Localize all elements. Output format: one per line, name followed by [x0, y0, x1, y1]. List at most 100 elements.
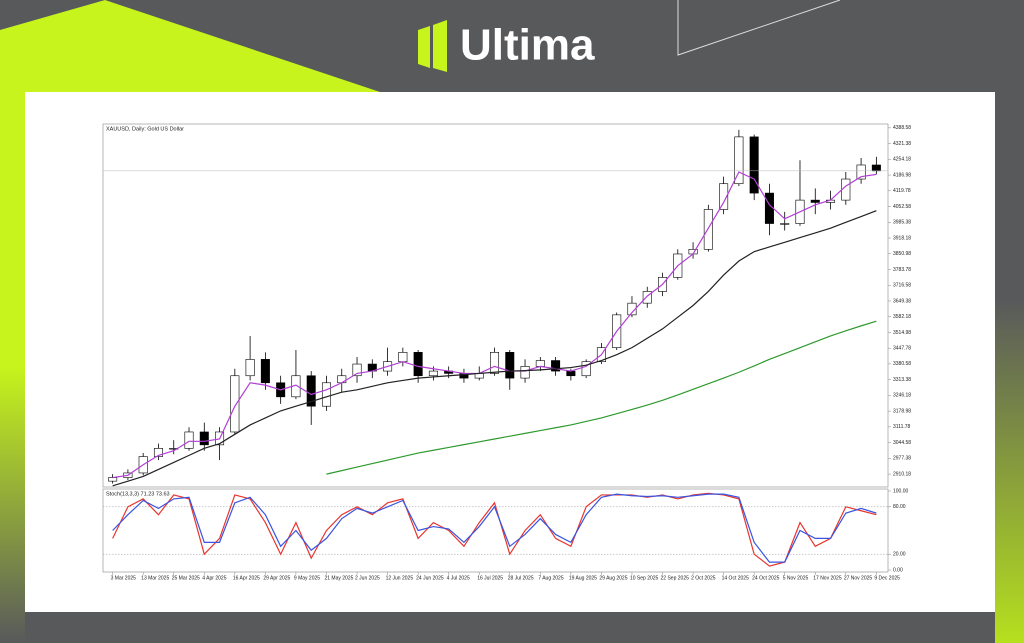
- candle-body: [260, 359, 270, 384]
- candle-body: [428, 370, 438, 377]
- y-tick-label: 3111.78: [893, 424, 911, 430]
- decor-line: [677, 0, 841, 56]
- accent: [0, 0, 380, 92]
- series-line: [112, 493, 877, 563]
- candle-body: [856, 164, 866, 180]
- x-tick-label: 10 Sep 2025: [630, 575, 659, 581]
- logo-icon: [433, 20, 447, 72]
- y-tick-label: 3850.98: [893, 251, 911, 257]
- candle-body: [489, 352, 500, 374]
- candle-body: [566, 370, 576, 377]
- y-tick-label: 4052.58: [893, 204, 911, 210]
- logo: Ultima: [418, 20, 595, 72]
- y-tick-label: 3178.98: [893, 408, 911, 414]
- y-tick-label: 3582.18: [893, 314, 911, 320]
- y-tick-label: 3985.38: [893, 220, 911, 226]
- series-line: [112, 210, 877, 487]
- y-tick-label: 3514.98: [893, 330, 911, 336]
- y-tick-label: 3044.58: [893, 440, 911, 446]
- y-tick-label: 3918.18: [893, 235, 911, 241]
- y-tick-label: 80.00: [893, 504, 906, 510]
- y-tick-label: 3716.58: [893, 283, 911, 289]
- stoch-title: Stoch(13,3,3) 71.23 73.63: [106, 491, 170, 497]
- y-tick-label: 3313.38: [893, 377, 911, 383]
- y-tick-label: 3246.18: [893, 393, 911, 399]
- series-line: [112, 492, 877, 567]
- x-tick-label: 24 Oct 2025: [752, 575, 779, 581]
- main-frame: [102, 123, 889, 488]
- x-tick-label: 2 Oct 2025: [691, 575, 716, 581]
- candle-body: [306, 375, 316, 407]
- candle-body: [871, 164, 881, 172]
- x-tick-label: 29 Aug 2025: [599, 575, 627, 581]
- candle-body: [810, 199, 820, 203]
- x-tick-label: 14 Oct 2025: [722, 575, 749, 581]
- y-tick-label: 2977.38: [893, 456, 911, 462]
- y-tick-label: 3447.78: [893, 346, 911, 352]
- candle-body: [719, 183, 729, 210]
- candle-body: [749, 136, 759, 194]
- candle-body: [520, 366, 530, 379]
- x-tick-label: 25 Mar 2025: [172, 575, 200, 581]
- y-tick-label: 3380.58: [893, 361, 911, 367]
- y-tick-label: 4119.78: [893, 188, 911, 194]
- y-tick-label: 100.00: [893, 488, 909, 494]
- series-line: [112, 171, 877, 479]
- series-line: [326, 320, 877, 475]
- candle-body: [642, 291, 652, 304]
- logo-text: Ultima: [460, 21, 595, 70]
- y-tick-label: 4186.98: [893, 172, 911, 178]
- x-tick-label: 13 Mar 2025: [141, 575, 169, 581]
- candle-body: [413, 352, 423, 377]
- x-tick-label: 16 Apr 2025: [233, 575, 260, 581]
- accent: [995, 300, 1024, 643]
- x-tick-label: 3 Mar 2025: [111, 575, 137, 581]
- x-tick-label: 21 May 2025: [324, 575, 353, 581]
- x-tick-label: 19 Aug 2025: [569, 575, 597, 581]
- x-tick-label: 5 Nov 2025: [783, 575, 809, 581]
- candle-body: [505, 352, 515, 379]
- x-tick-label: 9 Dec 2025: [874, 575, 900, 581]
- x-tick-label: 28 Jul 2025: [508, 575, 534, 581]
- candle-body: [199, 431, 209, 446]
- x-tick-label: 17 Nov 2025: [813, 575, 842, 581]
- y-tick-label: 3649.38: [893, 298, 911, 304]
- candle-body: [551, 360, 561, 372]
- x-tick-label: 12 Jun 2025: [386, 575, 414, 581]
- y-tick-label: 0.00: [893, 567, 903, 573]
- y-tick-label: 4254.18: [893, 157, 911, 163]
- y-tick-label: 3783.78: [893, 267, 911, 273]
- x-tick-label: 4 Jul 2025: [447, 575, 470, 581]
- x-tick-label: 29 Apr 2025: [263, 575, 290, 581]
- accent: [0, 0, 105, 30]
- candle-body: [245, 359, 255, 377]
- candle-body: [352, 363, 362, 377]
- y-tick-label: 4321.38: [893, 141, 911, 147]
- stoch-frame: [102, 488, 889, 573]
- candle-body: [108, 477, 118, 482]
- candle-body: [230, 375, 240, 433]
- y-tick-label: 2910.18: [893, 471, 911, 477]
- candle-body: [337, 375, 347, 384]
- x-tick-label: 27 Nov 2025: [844, 575, 873, 581]
- candle-body: [153, 448, 163, 457]
- candle-body: [734, 136, 744, 185]
- logo-icon: [418, 26, 430, 68]
- x-tick-label: 22 Sep 2025: [661, 575, 690, 581]
- x-tick-label: 9 May 2025: [294, 575, 320, 581]
- candle-body: [627, 302, 637, 316]
- candle-body: [184, 431, 194, 449]
- x-tick-label: 2 Jun 2025: [355, 575, 380, 581]
- chart-title: XAUUSD, Daily: Gold US Dollar: [106, 126, 184, 132]
- x-tick-label: 4 Apr 2025: [202, 575, 226, 581]
- candle-body: [321, 382, 331, 407]
- y-tick-label: 4388.58: [893, 125, 911, 131]
- y-tick-label: 20.00: [893, 552, 906, 558]
- x-tick-label: 7 Aug 2025: [538, 575, 564, 581]
- candle-body: [398, 352, 408, 363]
- x-tick-label: 24 Jun 2025: [416, 575, 444, 581]
- x-tick-label: 16 Jul 2025: [477, 575, 503, 581]
- candle-body: [535, 360, 545, 367]
